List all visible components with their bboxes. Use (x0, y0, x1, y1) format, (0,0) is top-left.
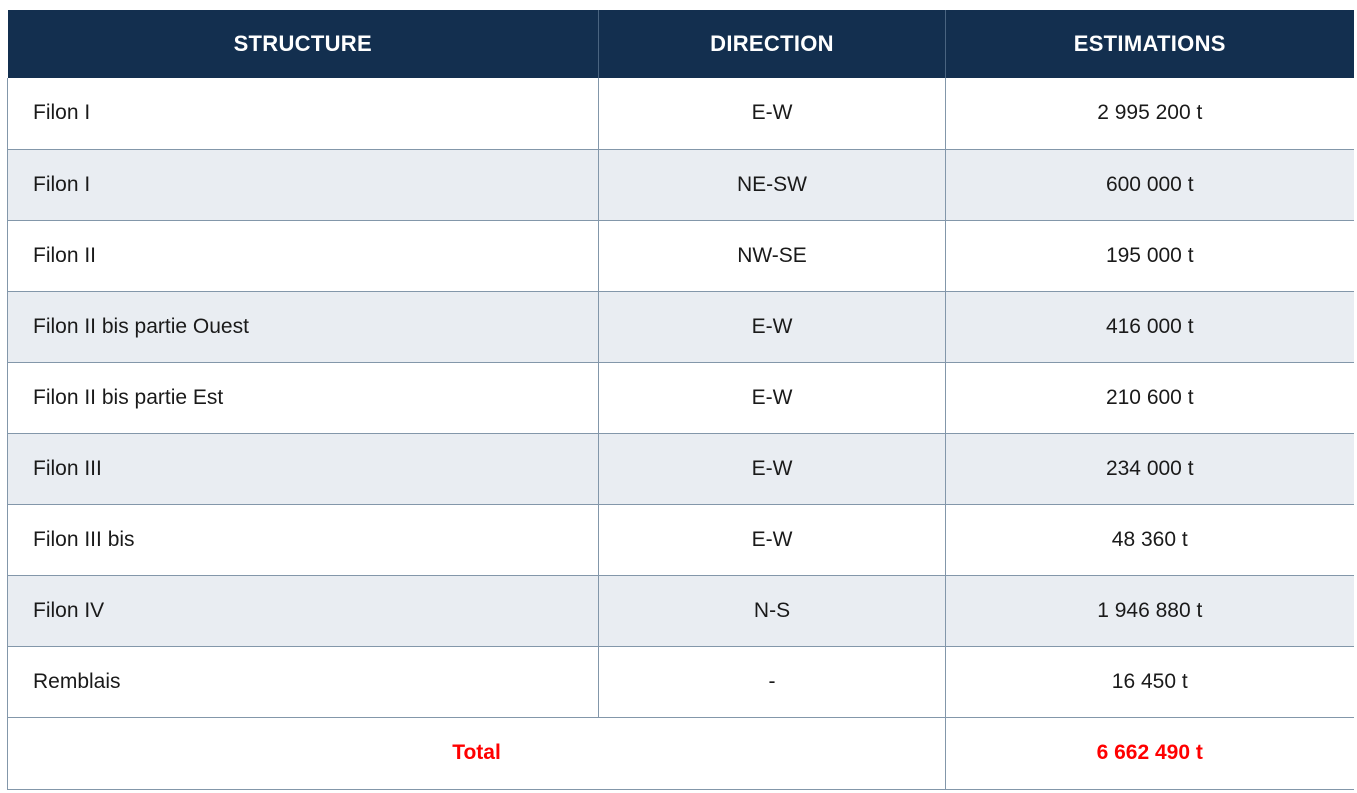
table-body: Filon I E-W 2 995 200 t Filon I NE-SW 600 000… (7, 78, 1354, 717)
direction-cell: - (598, 645, 946, 717)
estimation-cell: 48 360 t (945, 503, 1354, 575)
table-row: Filon II NW-SE 195 000 t (7, 219, 1354, 291)
table-footer: Total 6 662 490 t (7, 716, 1354, 790)
estimation-cell: 600 000 t (945, 148, 1354, 220)
total-row: Total 6 662 490 t (7, 716, 1354, 790)
structure-cell: Filon II bis partie Est (7, 361, 599, 433)
structure-cell: Remblais (7, 645, 599, 717)
direction-cell: NW-SE (598, 219, 946, 291)
estimation-cell: 1 946 880 t (945, 574, 1354, 646)
estimation-cell: 234 000 t (945, 432, 1354, 504)
direction-cell: N-S (598, 574, 946, 646)
structure-cell: Filon III (7, 432, 599, 504)
structure-cell: Filon I (7, 78, 599, 149)
direction-cell: E-W (598, 432, 946, 504)
structure-cell: Filon II bis partie Ouest (7, 290, 599, 362)
structure-cell: Filon II (7, 219, 599, 291)
header-estimations: ESTIMATIONS (945, 10, 1354, 78)
estimation-cell: 416 000 t (945, 290, 1354, 362)
direction-cell: E-W (598, 503, 946, 575)
direction-cell: E-W (598, 361, 946, 433)
total-value: 6 662 490 t (945, 716, 1354, 790)
structure-cell: Filon I (7, 148, 599, 220)
table-row: Filon I NE-SW 600 000 t (7, 148, 1354, 220)
table-row: Filon IV N-S 1 946 880 t (7, 574, 1354, 646)
table-row: Filon II bis partie Ouest E-W 416 000 t (7, 290, 1354, 362)
structure-cell: Filon IV (7, 574, 599, 646)
estimation-cell: 195 000 t (945, 219, 1354, 291)
header-row: STRUCTURE DIRECTION ESTIMATIONS (7, 10, 1354, 78)
table-row: Remblais -16 450 t (7, 645, 1354, 717)
estimation-cell: 210 600 t (945, 361, 1354, 433)
table-header: STRUCTURE DIRECTION ESTIMATIONS (7, 10, 1354, 78)
estimation-cell: 2 995 200 t (945, 78, 1354, 149)
direction-cell: NE-SW (598, 148, 946, 220)
table-row: Filon I E-W 2 995 200 t (7, 78, 1354, 149)
direction-cell: E-W (598, 78, 946, 149)
direction-cell: E-W (598, 290, 946, 362)
header-structure: STRUCTURE (7, 10, 599, 78)
table-row: Filon III bis E-W 48 360 t (7, 503, 1354, 575)
structure-cell: Filon III bis (7, 503, 599, 575)
header-direction: DIRECTION (598, 10, 946, 78)
total-label: Total (7, 716, 946, 790)
estimation-cell: 16 450 t (945, 645, 1354, 717)
table-row: Filon III E-W 234 000 t (7, 432, 1354, 504)
table-row: Filon II bis partie Est E-W 210 600 t (7, 361, 1354, 433)
